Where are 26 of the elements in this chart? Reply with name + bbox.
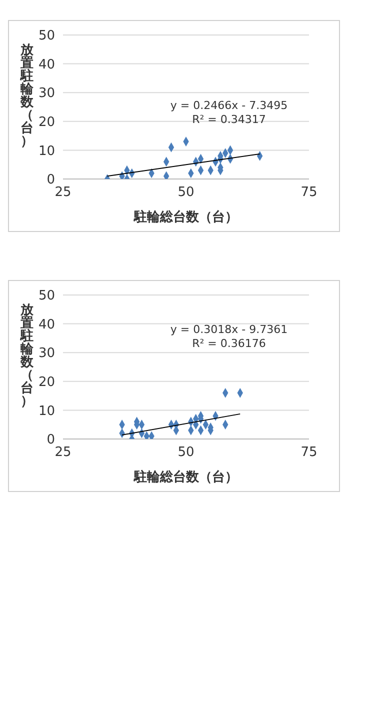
x-axis-title: 駐輪総台数（台）: [133, 209, 238, 225]
y-tick-label: 50: [38, 288, 55, 304]
x-tick-label: 75: [300, 185, 318, 200]
y-tick-label: 40: [38, 317, 55, 332]
y-axis-title: 放置駐輪数（台）: [20, 43, 34, 149]
y-tick-label: 10: [38, 404, 55, 419]
x-tick-label: 75: [300, 445, 318, 460]
annotation: R² = 0.34317: [191, 113, 267, 127]
y-tick-label: 30: [38, 86, 55, 102]
y-tick-label: 40: [38, 57, 55, 72]
annotation: y = 0.3018x - 9.7361: [169, 323, 289, 337]
y-tick-label: 0: [46, 432, 55, 448]
x-axis-title: 駐輪総台数（台）: [133, 469, 238, 485]
annotation: y = 0.2466x - 7.3495: [169, 99, 289, 113]
y-tick-label: 30: [38, 346, 55, 362]
y-tick-label: 20: [38, 375, 55, 390]
y-tick-label: 50: [38, 28, 55, 44]
y-tick-label: 10: [38, 144, 55, 159]
x-tick-label: 50: [178, 185, 194, 200]
annotation: R² = 0.36176: [191, 337, 267, 351]
x-tick-label: 25: [54, 185, 72, 200]
y-tick-label: 0: [46, 172, 55, 188]
y-axis-title: 放置駐輪数（台）: [20, 303, 34, 409]
x-tick-label: 25: [54, 445, 72, 460]
y-tick-label: 20: [38, 115, 55, 130]
x-tick-label: 50: [178, 445, 194, 460]
